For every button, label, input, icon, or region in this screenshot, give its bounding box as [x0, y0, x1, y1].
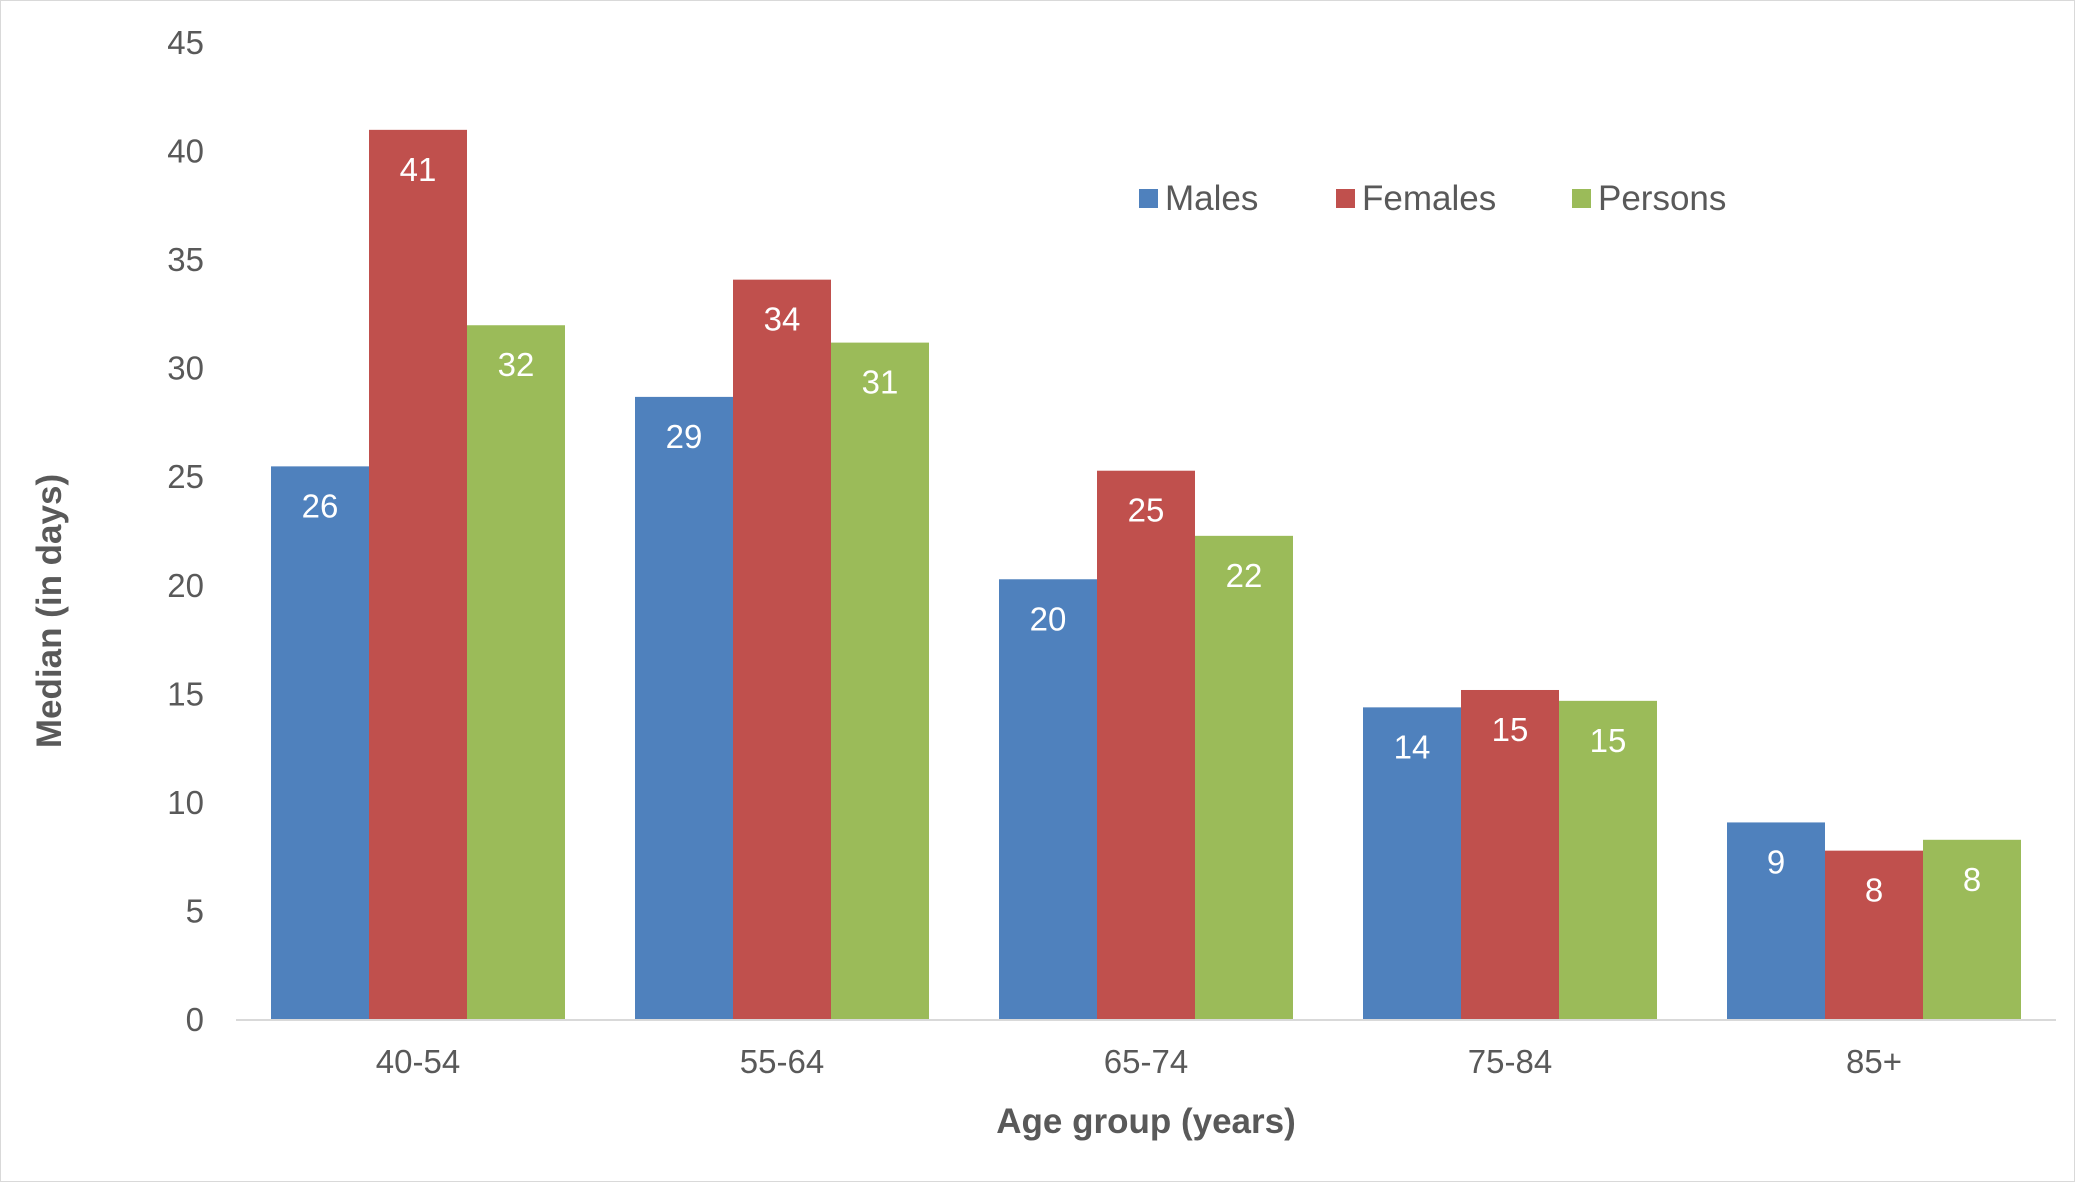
bar-females-55-64 — [733, 279, 831, 1020]
data-label: 29 — [666, 418, 703, 455]
x-tick-label: 75-84 — [1468, 1043, 1552, 1080]
legend-label-females: Females — [1362, 179, 1496, 218]
x-tick-label: 40-54 — [376, 1043, 460, 1080]
legend-swatch-males — [1139, 189, 1158, 208]
legend: Males Females Persons — [1139, 179, 1726, 218]
legend-swatch-females — [1336, 189, 1355, 208]
bar-persons-75-84 — [1559, 700, 1657, 1020]
data-label: 20 — [1030, 600, 1067, 637]
y-tick-label: 0 — [186, 1001, 204, 1038]
bar-males-85+ — [1727, 822, 1825, 1020]
data-label: 15 — [1492, 711, 1529, 748]
bar-males-55-64 — [635, 396, 733, 1020]
bar-males-75-84 — [1363, 707, 1461, 1020]
y-tick-label: 25 — [167, 458, 204, 495]
x-axis-ticks: 40-54 55-64 65-74 75-84 85+ — [376, 1043, 1902, 1080]
data-label: 9 — [1767, 843, 1785, 880]
bar-females-75-84 — [1461, 689, 1559, 1020]
y-tick-label: 35 — [167, 241, 204, 278]
y-tick-label: 20 — [167, 567, 204, 604]
bars — [271, 129, 2021, 1021]
data-label: 22 — [1226, 557, 1263, 594]
data-label: 41 — [400, 151, 437, 188]
y-tick-label: 45 — [167, 24, 204, 61]
data-label: 14 — [1394, 728, 1431, 765]
y-tick-label: 15 — [167, 675, 204, 712]
y-tick-label: 10 — [167, 784, 204, 821]
bar-females-40-54 — [369, 129, 467, 1020]
bar-persons-55-64 — [831, 342, 929, 1020]
data-label: 25 — [1128, 492, 1165, 529]
bar-males-40-54 — [271, 466, 369, 1020]
y-tick-label: 40 — [167, 133, 204, 170]
bar-females-85+ — [1825, 850, 1923, 1020]
bar-persons-85+ — [1923, 839, 2021, 1020]
y-axis-ticks: 0 5 10 15 20 25 30 35 40 45 — [167, 24, 204, 1038]
bar-males-65-74 — [999, 579, 1097, 1020]
data-label: 8 — [1865, 872, 1883, 909]
y-axis-title: Median (in days) — [30, 474, 69, 748]
data-label: 31 — [862, 364, 899, 401]
bar-females-65-74 — [1097, 470, 1195, 1021]
y-tick-label: 5 — [186, 892, 204, 929]
data-labels: 26 29 20 14 9 41 34 25 15 8 32 31 22 15 8 — [302, 151, 1982, 909]
x-tick-label: 55-64 — [740, 1043, 824, 1080]
legend-swatch-persons — [1572, 189, 1591, 208]
data-label: 34 — [764, 301, 801, 338]
y-tick-label: 30 — [167, 350, 204, 387]
bar-persons-65-74 — [1195, 535, 1293, 1020]
legend-label-males: Males — [1165, 179, 1258, 218]
legend-label-persons: Persons — [1598, 179, 1726, 218]
data-label: 26 — [302, 487, 339, 524]
bar-persons-40-54 — [467, 325, 565, 1020]
x-tick-label: 65-74 — [1104, 1043, 1188, 1080]
x-axis-title: Age group (years) — [996, 1102, 1296, 1141]
data-label: 8 — [1963, 861, 1981, 898]
x-tick-label: 85+ — [1846, 1043, 1902, 1080]
data-label: 32 — [498, 346, 535, 383]
data-label: 15 — [1590, 722, 1627, 759]
